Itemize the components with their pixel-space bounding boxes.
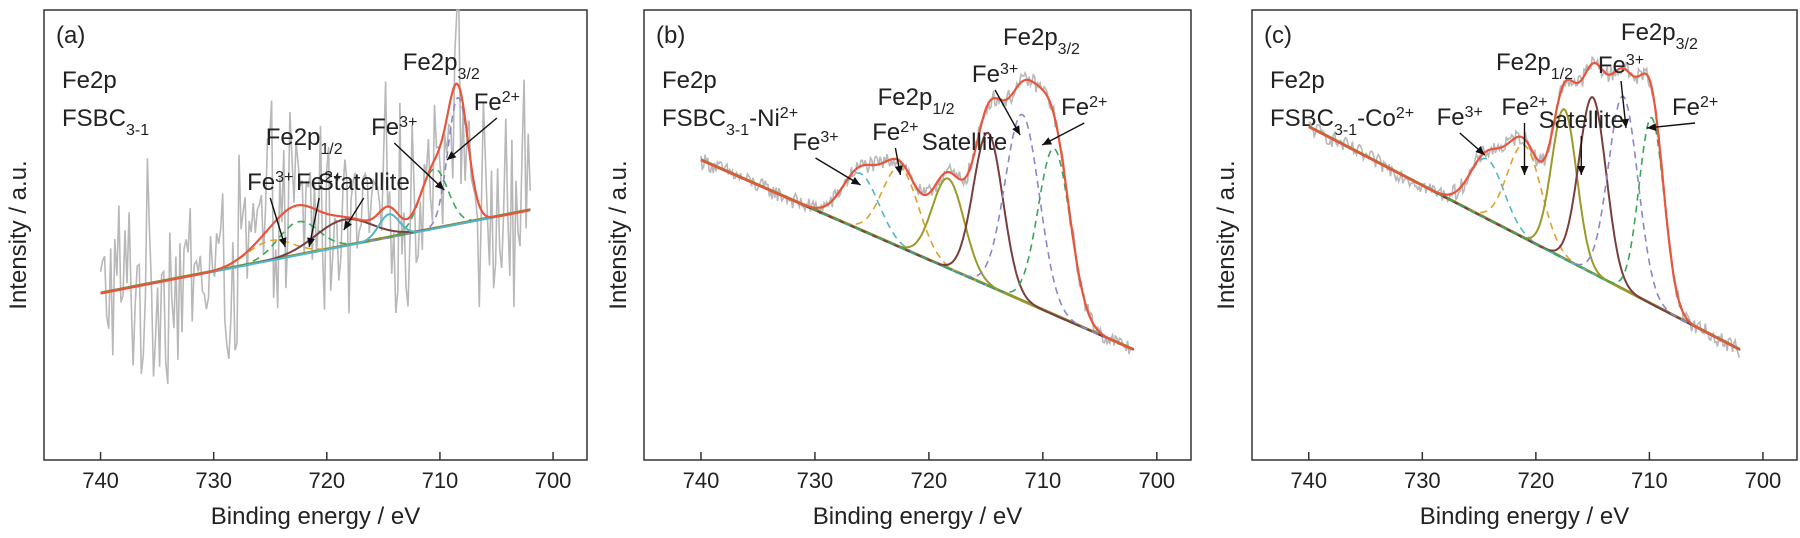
peak-label-fe: Fe3+	[972, 61, 1018, 89]
arrow-head	[434, 180, 445, 190]
sample-annotation: Fe2p	[62, 67, 117, 94]
sample-annotation: FSBC3-1	[62, 105, 149, 139]
arrow-head	[278, 237, 287, 247]
x-tick-label: 730	[797, 468, 834, 493]
arrow-head	[894, 165, 903, 175]
plot-frame	[643, 9, 1192, 461]
y-axis-title: Intensity / a.u.	[605, 160, 632, 309]
peak-label-fe: Fe2+	[296, 169, 342, 197]
arrow-head	[1621, 118, 1630, 128]
y-axis-title: Intensity / a.u.	[5, 160, 32, 309]
peak-label-fe2p: Fe2p3/2	[403, 49, 480, 83]
peak-label-statellite: Statellite	[318, 169, 410, 196]
annotation-arrow	[446, 117, 498, 161]
sample-annotation: FSBC3-1-Ni2+	[662, 105, 798, 139]
peak-label-fe: Fe2+	[1501, 94, 1547, 122]
peak-label-fe2p: Fe2p3/2	[1621, 19, 1698, 53]
x-tick-label: 710	[1024, 468, 1061, 493]
arrow-head	[307, 237, 315, 247]
sample-annotation: FSBC3-1-Co2+	[1270, 105, 1414, 139]
peak-label-fe: Fe3+	[1598, 52, 1644, 80]
arrow-head	[1577, 166, 1586, 175]
x-tick-label: 700	[1745, 468, 1782, 493]
arrow-head	[1647, 123, 1657, 132]
x-tick-label: 720	[308, 468, 345, 493]
y-axis-title: Intensity / a.u.	[1213, 160, 1240, 309]
arrow-head	[1520, 166, 1529, 175]
peak-label-fe2p: Fe2p1/2	[1496, 49, 1573, 83]
x-tick-label: 710	[422, 468, 459, 493]
x-tick-label: 740	[82, 468, 119, 493]
arrow-head	[446, 151, 457, 160]
peak-label-fe: Fe2+	[474, 89, 520, 117]
x-tick-label: 700	[535, 468, 572, 493]
x-tick-label: 730	[195, 468, 232, 493]
peak-label-fe2p: Fe2p1/2	[266, 124, 343, 158]
panel-label: (a)	[56, 22, 85, 49]
fit-envelope	[700, 78, 1134, 351]
peak-label-fe: Fe3+	[247, 169, 293, 197]
peak-label-satellite: Satellite	[1539, 107, 1624, 134]
peak-label-satellite: Satellite	[922, 129, 1007, 156]
peak-label-fe: Fe2+	[872, 119, 918, 147]
plot-frame	[43, 9, 588, 461]
x-tick-label: 710	[1631, 468, 1668, 493]
panel-label: (b)	[656, 22, 685, 49]
peak-label-fe: Fe3+	[371, 114, 417, 142]
x-tick-label: 720	[911, 468, 948, 493]
peak-label-fe: Fe3+	[792, 129, 838, 157]
component-fe3plus-4	[700, 113, 1134, 351]
annotation-arrow	[393, 142, 445, 191]
arrow-head	[1012, 125, 1021, 135]
peak-label-fe2p: Fe2p3/2	[1003, 24, 1080, 58]
panel-label: (c)	[1264, 22, 1292, 49]
background-line-2	[100, 208, 531, 293]
x-tick-label: 720	[1517, 468, 1554, 493]
x-axis-title: Binding energy / eV	[1420, 503, 1629, 530]
x-tick-label: 740	[1290, 468, 1327, 493]
peak-label-fe: Fe3+	[1437, 104, 1483, 132]
arrow-head	[1475, 146, 1485, 155]
sample-annotation: Fe2p	[662, 67, 717, 94]
x-axis-title: Binding energy / eV	[813, 503, 1022, 530]
plot-frame	[1251, 9, 1798, 461]
background-line-2	[700, 158, 1135, 350]
peak-label-fe2p: Fe2p1/2	[878, 84, 955, 118]
sample-annotation: Fe2p	[1270, 67, 1325, 94]
x-tick-label: 700	[1138, 468, 1175, 493]
x-tick-label: 730	[1404, 468, 1441, 493]
x-tick-label: 740	[683, 468, 720, 493]
panel-b: 740 730 720 710 700 Binding energy / eV Intens…	[605, 9, 1192, 530]
panel-a: 740 730 720 710 700 Binding energy / eV Intens…	[5, 9, 588, 530]
x-axis-title: Binding energy / eV	[211, 503, 420, 530]
arrow-head	[343, 220, 352, 230]
panel-c: 740 730 720 710 700 Binding energy / eV Intens…	[1213, 9, 1798, 530]
arrow-head	[850, 176, 861, 185]
peak-label-fe: Fe2+	[1672, 94, 1718, 122]
peak-label-fe: Fe2+	[1061, 94, 1107, 122]
fit-envelope	[100, 82, 530, 295]
arrow-head	[1042, 137, 1053, 145]
